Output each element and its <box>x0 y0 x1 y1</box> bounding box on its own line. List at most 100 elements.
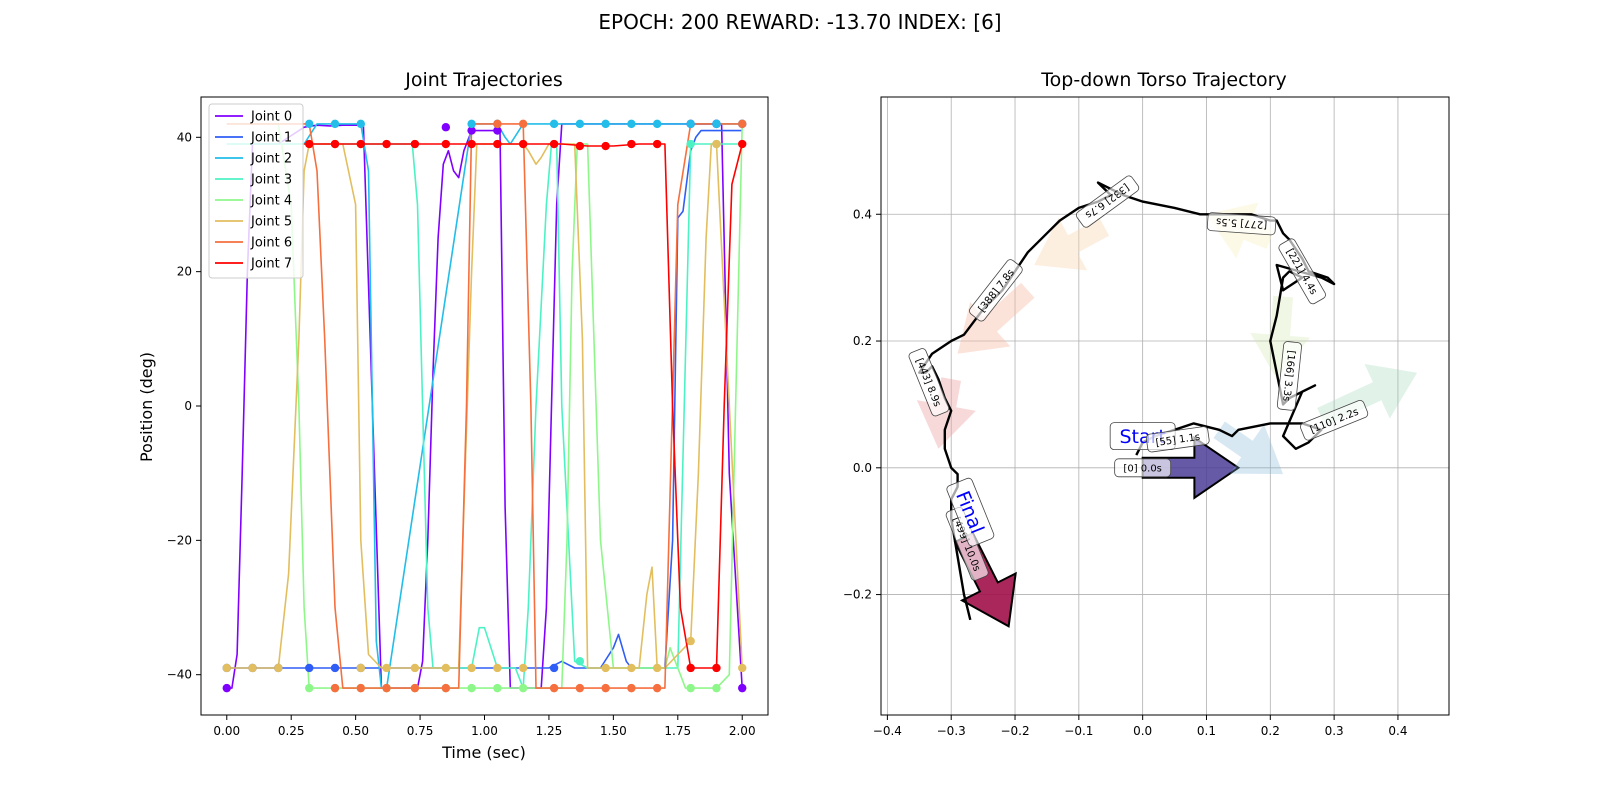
series-marker <box>493 139 502 149</box>
right-x-tick-label: 0.1 <box>1197 724 1216 738</box>
heading-arrow <box>1250 295 1310 380</box>
left-x-tick-label: 0.25 <box>278 724 305 738</box>
left-x-axis-label: Time (sec) <box>441 743 526 762</box>
right-x-tick-label: −0.1 <box>1064 724 1093 738</box>
legend-entry: Joint 5 <box>250 215 292 230</box>
series-marker <box>248 663 257 673</box>
annotation-box <box>1278 238 1326 305</box>
series-marker <box>493 683 502 693</box>
annotation-box <box>1206 212 1277 236</box>
series-marker <box>330 119 340 129</box>
annotation-box <box>1114 458 1172 478</box>
series-marker <box>549 683 559 693</box>
series-marker <box>627 683 636 693</box>
series-marker <box>330 663 340 673</box>
legend-entry: Joint 7 <box>250 257 292 272</box>
series-marker <box>549 663 559 673</box>
series-marker <box>330 139 340 149</box>
series-line <box>304 143 743 669</box>
series-marker <box>652 683 662 693</box>
annotation-box <box>1276 341 1302 411</box>
series-marker <box>549 139 559 149</box>
annotation-box <box>969 259 1023 322</box>
left-y-tick-label: 40 <box>177 130 192 144</box>
annotation: [55] 1.1s <box>1145 426 1210 453</box>
series-line <box>226 123 743 689</box>
right-x-tick-label: −0.2 <box>1000 724 1029 738</box>
series-marker <box>356 663 365 673</box>
legend-entry: Joint 3 <box>250 173 292 188</box>
heading-arrow <box>1034 217 1110 271</box>
annotation-box <box>1075 175 1140 228</box>
series-marker <box>305 683 314 693</box>
annotation-box <box>946 477 995 547</box>
annotation: [277] 5.5s <box>1206 212 1277 236</box>
series-marker <box>549 119 559 129</box>
series-marker <box>410 683 420 693</box>
left-x-tick-label: 0.50 <box>342 724 369 738</box>
right-axis-ticks: −0.4 −0.3 −0.2 −0.1 0.0 0.1 0.2 0.3 0.4 −0.2 0.0 0.… <box>843 207 1408 738</box>
left-series-markers <box>222 119 747 693</box>
annotation-box <box>1145 426 1210 453</box>
series-marker <box>738 119 747 129</box>
series-marker <box>410 139 420 149</box>
annotation-box <box>1300 399 1369 441</box>
series-marker <box>382 683 391 693</box>
heading-arrows <box>916 202 1418 628</box>
series-marker <box>382 139 391 149</box>
left-y-tick-label: −40 <box>167 668 192 682</box>
right-x-tick-label: −0.4 <box>873 724 902 738</box>
left-legend: Joint 0 Joint 1 Joint 2 Joint 3 Joint 4 Joint… <box>208 103 304 279</box>
left-y-tick-label: 0 <box>184 399 192 413</box>
series-marker <box>305 663 314 673</box>
left-x-tick-label: 2.00 <box>729 724 756 738</box>
right-x-tick-label: 0.0 <box>1133 724 1152 738</box>
series-marker <box>441 663 451 673</box>
series-marker <box>467 683 476 693</box>
annotation: [221] 4.4s <box>1278 238 1326 305</box>
series-marker <box>738 139 747 149</box>
series-marker <box>601 141 610 151</box>
series-marker <box>274 663 283 673</box>
right-y-tick-label: −0.2 <box>843 588 872 602</box>
series-marker <box>627 139 636 149</box>
series-marker <box>575 119 585 129</box>
legend-entry: Joint 0 <box>250 110 292 125</box>
figure-suptitle: EPOCH: 200 REWARD: -13.70 INDEX: [6] <box>598 10 1002 34</box>
series-marker <box>382 663 391 673</box>
series-marker <box>441 123 451 132</box>
left-series-lines <box>226 123 743 689</box>
series-marker <box>467 139 476 149</box>
annotation-text: [166] 3.3s <box>1280 350 1296 402</box>
left-x-tick-label: 1.00 <box>471 724 498 738</box>
left-x-tick-label: 1.50 <box>600 724 627 738</box>
series-marker <box>493 126 502 135</box>
series-marker <box>518 683 528 693</box>
series-marker <box>518 119 528 129</box>
series-marker <box>627 119 636 129</box>
left-x-tick-label: 1.25 <box>536 724 563 738</box>
legend-entry: Joint 2 <box>250 152 292 167</box>
left-plot-frame <box>200 96 769 716</box>
annotation-box <box>908 348 950 417</box>
series-marker <box>222 683 231 693</box>
right-y-tick-label: 0.4 <box>853 207 872 221</box>
series-marker <box>738 683 747 693</box>
series-marker <box>575 683 585 693</box>
annotation: [166] 3.3s <box>1276 341 1302 411</box>
legend-entry: Joint 4 <box>250 194 292 209</box>
series-marker <box>330 683 340 693</box>
series-marker <box>712 119 721 129</box>
series-marker <box>601 119 610 129</box>
series-marker <box>305 139 314 149</box>
series-marker <box>686 683 695 693</box>
series-marker <box>686 139 695 149</box>
series-marker <box>356 119 365 129</box>
left-x-tick-label: 0.75 <box>407 724 434 738</box>
legend-entry: Joint 6 <box>250 236 292 251</box>
series-marker <box>467 126 476 135</box>
legend-entry: Joint 1 <box>250 131 292 146</box>
series-marker <box>627 663 636 673</box>
right-x-tick-label: 0.3 <box>1325 724 1344 738</box>
